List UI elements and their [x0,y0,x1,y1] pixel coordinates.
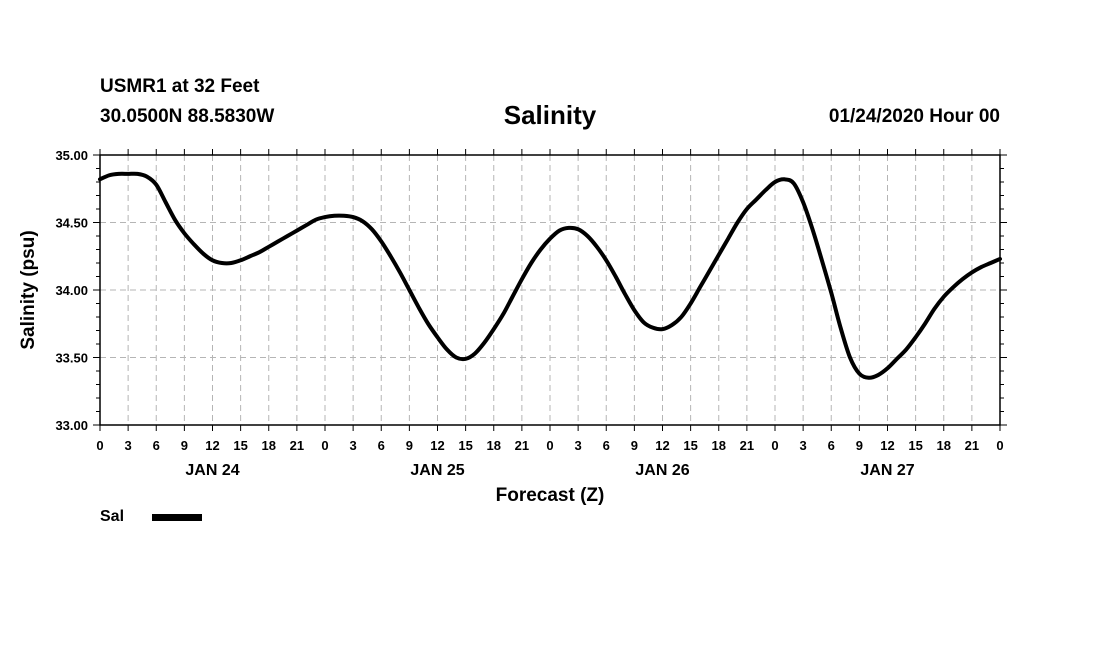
day-label: JAN 26 [635,462,689,479]
x-tick-label: 9 [181,438,188,453]
legend: Sal [100,508,203,526]
x-tick-label: 0 [546,438,553,453]
x-tick-label: 18 [712,438,726,453]
x-tick-label: 21 [515,438,529,453]
chart-title: Salinity [503,100,597,130]
coordinates-label: 30.0500N 88.5830W [100,106,275,127]
x-tick-label: 12 [655,438,669,453]
x-tick-label: 12 [880,438,894,453]
x-tick-label: 3 [800,438,807,453]
x-tick-label: 0 [996,438,1003,453]
x-tick-label: 15 [458,438,472,453]
day-label: JAN 24 [185,462,239,479]
x-tick-label: 12 [205,438,219,453]
legend-label: Sal [100,508,125,525]
x-tick-label: 3 [125,438,132,453]
x-tick-label: 21 [965,438,979,453]
y-tick-label: 34.00 [55,283,88,298]
x-tick-label: 3 [575,438,582,453]
y-tick-label: 33.00 [55,418,88,433]
x-tick-label: 18 [487,438,501,453]
station-label: USMR1 at 32 Feet [100,76,260,97]
x-tick-label: 3 [350,438,357,453]
x-tick-label: 6 [603,438,610,453]
x-tick-label: 12 [430,438,444,453]
legend-swatch [152,513,203,521]
y-tick-label: 33.50 [55,351,88,366]
x-axis-label: Forecast (Z) [496,485,605,506]
x-tick-label: 21 [290,438,304,453]
day-label: JAN 25 [410,462,464,479]
x-tick-label: 15 [908,438,922,453]
x-tick-label: 0 [771,438,778,453]
x-tick-label: 15 [683,438,697,453]
x-tick-label: 18 [262,438,276,453]
forecast-datetime: 01/24/2020 Hour 00 [828,106,1000,127]
x-tick-label: 18 [937,438,951,453]
day-label: JAN 27 [860,462,914,479]
y-tick-label: 35.00 [55,148,88,163]
x-tick-label: 9 [856,438,863,453]
y-tick-label: 34.50 [55,216,88,231]
x-tick-label: 6 [378,438,385,453]
x-tick-label: 6 [153,438,160,453]
x-tick-label: 0 [321,438,328,453]
x-tick-label: 15 [233,438,247,453]
x-tick-label: 6 [828,438,835,453]
x-tick-label: 9 [631,438,638,453]
x-tick-label: 9 [406,438,413,453]
y-axis-label: Salinity (psu) [18,230,39,349]
x-tick-label: 0 [96,438,103,453]
series-line-sal [98,171,1002,380]
x-tick-label: 21 [740,438,754,453]
